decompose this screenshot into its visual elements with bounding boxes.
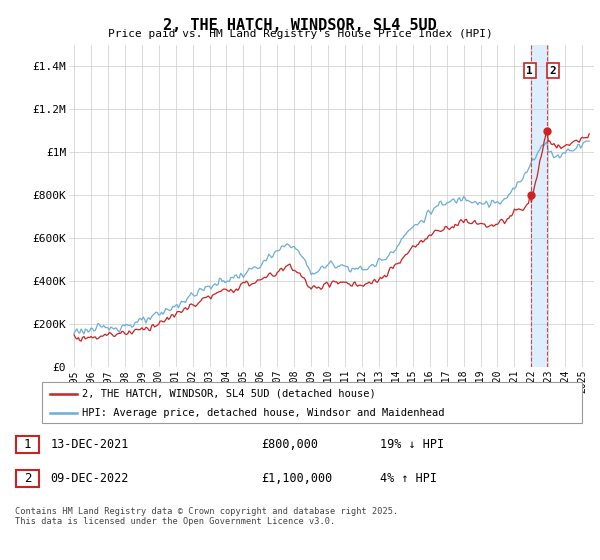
Text: Price paid vs. HM Land Registry's House Price Index (HPI): Price paid vs. HM Land Registry's House … <box>107 29 493 39</box>
Text: 2: 2 <box>24 472 31 485</box>
Text: Contains HM Land Registry data © Crown copyright and database right 2025.
This d: Contains HM Land Registry data © Crown c… <box>15 507 398 526</box>
Text: 13-DEC-2021: 13-DEC-2021 <box>50 438 129 451</box>
Text: 2, THE HATCH, WINDSOR, SL4 5UD (detached house): 2, THE HATCH, WINDSOR, SL4 5UD (detached… <box>83 389 376 399</box>
FancyBboxPatch shape <box>42 382 582 423</box>
Text: 2: 2 <box>550 66 556 76</box>
FancyBboxPatch shape <box>16 470 39 487</box>
Text: HPI: Average price, detached house, Windsor and Maidenhead: HPI: Average price, detached house, Wind… <box>83 408 445 418</box>
Text: £1,100,000: £1,100,000 <box>261 472 332 485</box>
Text: 1: 1 <box>24 438 31 451</box>
Bar <box>530 45 547 367</box>
Text: 4% ↑ HPI: 4% ↑ HPI <box>380 472 437 485</box>
Text: 2, THE HATCH, WINDSOR, SL4 5UD: 2, THE HATCH, WINDSOR, SL4 5UD <box>163 18 437 34</box>
Text: 19% ↓ HPI: 19% ↓ HPI <box>380 438 444 451</box>
Text: £800,000: £800,000 <box>261 438 318 451</box>
Text: 1: 1 <box>526 66 533 76</box>
Text: 09-DEC-2022: 09-DEC-2022 <box>50 472 129 485</box>
FancyBboxPatch shape <box>16 436 39 453</box>
